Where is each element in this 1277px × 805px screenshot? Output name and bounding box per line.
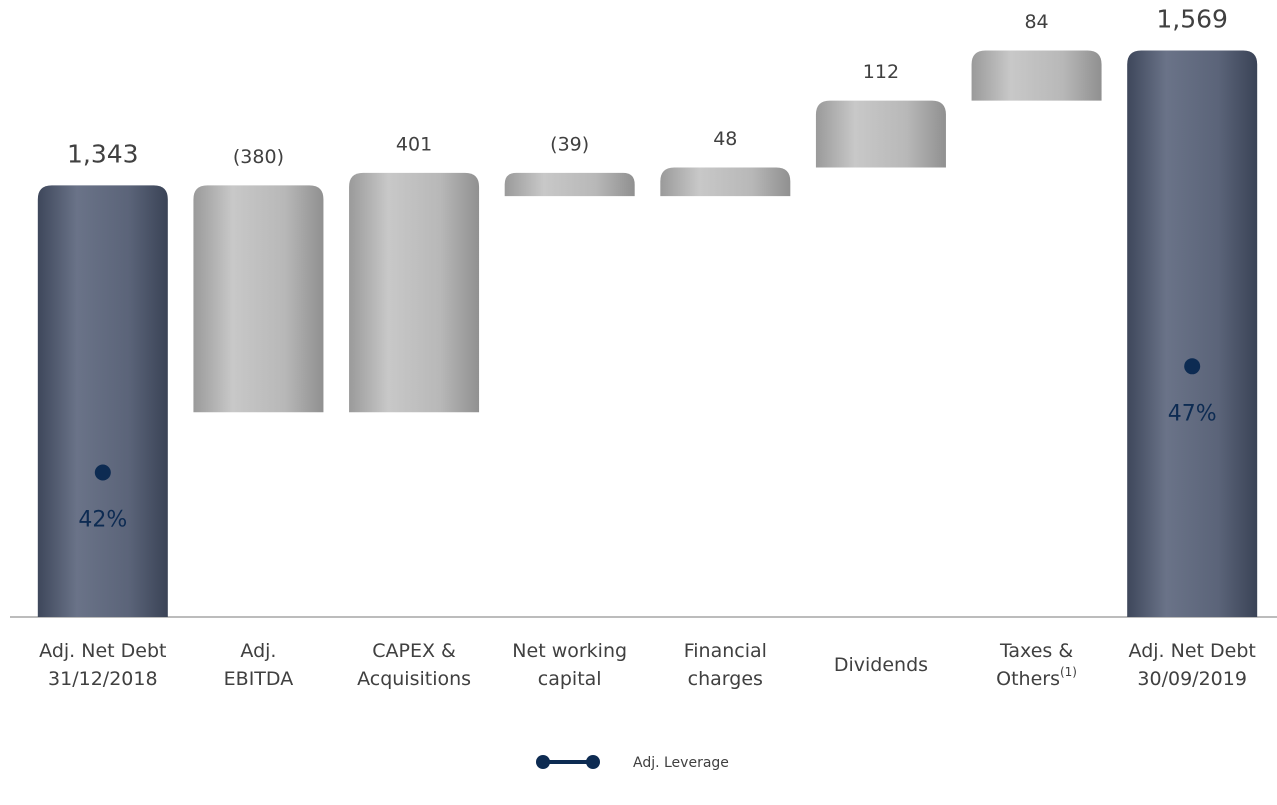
bar <box>815 100 946 168</box>
value-label: 48 <box>713 128 737 150</box>
x-tick-label-text: Financial <box>684 640 767 662</box>
x-tick-label: capital <box>538 668 602 690</box>
x-tick-label-text: EBITDA <box>224 668 294 690</box>
x-tick-label-text: Net working <box>512 640 627 662</box>
x-tick-label-text: 31/12/2018 <box>48 668 158 690</box>
x-tick-label-text: Dividends <box>834 654 928 676</box>
x-tick-label-text: Adj. Net Debt <box>1129 640 1256 662</box>
value-label: 1,569 <box>1156 4 1228 33</box>
bar <box>504 172 635 197</box>
value-label: 112 <box>863 61 899 83</box>
x-tick-label: Taxes & <box>999 640 1073 662</box>
value-label: (380) <box>233 146 284 168</box>
x-tick-label: 30/09/2019 <box>1137 668 1247 690</box>
x-tick-label-text: Adj. Net Debt <box>39 640 166 662</box>
value-label: (39) <box>550 133 589 155</box>
x-tick-label-text: capital <box>538 668 602 690</box>
x-tick-label-text: charges <box>688 668 763 690</box>
x-tick-label: Others(1) <box>996 665 1077 690</box>
x-tick-label: charges <box>688 668 763 690</box>
x-tick-label: EBITDA <box>224 668 294 690</box>
value-label: 1,343 <box>67 139 139 168</box>
legend-label: Adj. Leverage <box>633 755 729 771</box>
x-tick-label: Adj. Net Debt <box>39 640 166 662</box>
x-tick-label-text: Acquisitions <box>357 668 471 690</box>
x-tick-label-text: CAPEX & <box>372 640 456 662</box>
leverage-label: 42% <box>78 508 127 533</box>
x-tick-label-text: Taxes & <box>999 640 1073 662</box>
x-tick-label-text: Others <box>996 668 1060 690</box>
bar <box>1127 50 1258 617</box>
leverage-point <box>94 464 111 481</box>
x-tick-label: Acquisitions <box>357 668 471 690</box>
bar <box>971 50 1102 101</box>
leverage-point <box>1184 358 1201 375</box>
x-tick-label-text: Adj. <box>240 640 276 662</box>
leverage-label: 47% <box>1168 401 1217 426</box>
footnote-marker: (1) <box>1060 665 1077 679</box>
legend-marker <box>536 755 550 769</box>
x-tick-label: CAPEX & <box>372 640 456 662</box>
value-label: 401 <box>396 133 432 155</box>
bar <box>193 185 324 413</box>
x-tick-label: Dividends <box>834 654 928 676</box>
value-label: 84 <box>1024 11 1048 33</box>
x-tick-label: Adj. Net Debt <box>1129 640 1256 662</box>
legend-marker <box>586 755 600 769</box>
bar <box>37 185 168 617</box>
x-tick-label-text: 30/09/2019 <box>1137 668 1247 690</box>
x-tick-label: 31/12/2018 <box>48 668 158 690</box>
x-tick-label: Adj. <box>240 640 276 662</box>
bar <box>349 172 480 413</box>
x-tick-label: Net working <box>512 640 627 662</box>
bar <box>660 167 791 197</box>
x-tick-label: Financial <box>684 640 767 662</box>
